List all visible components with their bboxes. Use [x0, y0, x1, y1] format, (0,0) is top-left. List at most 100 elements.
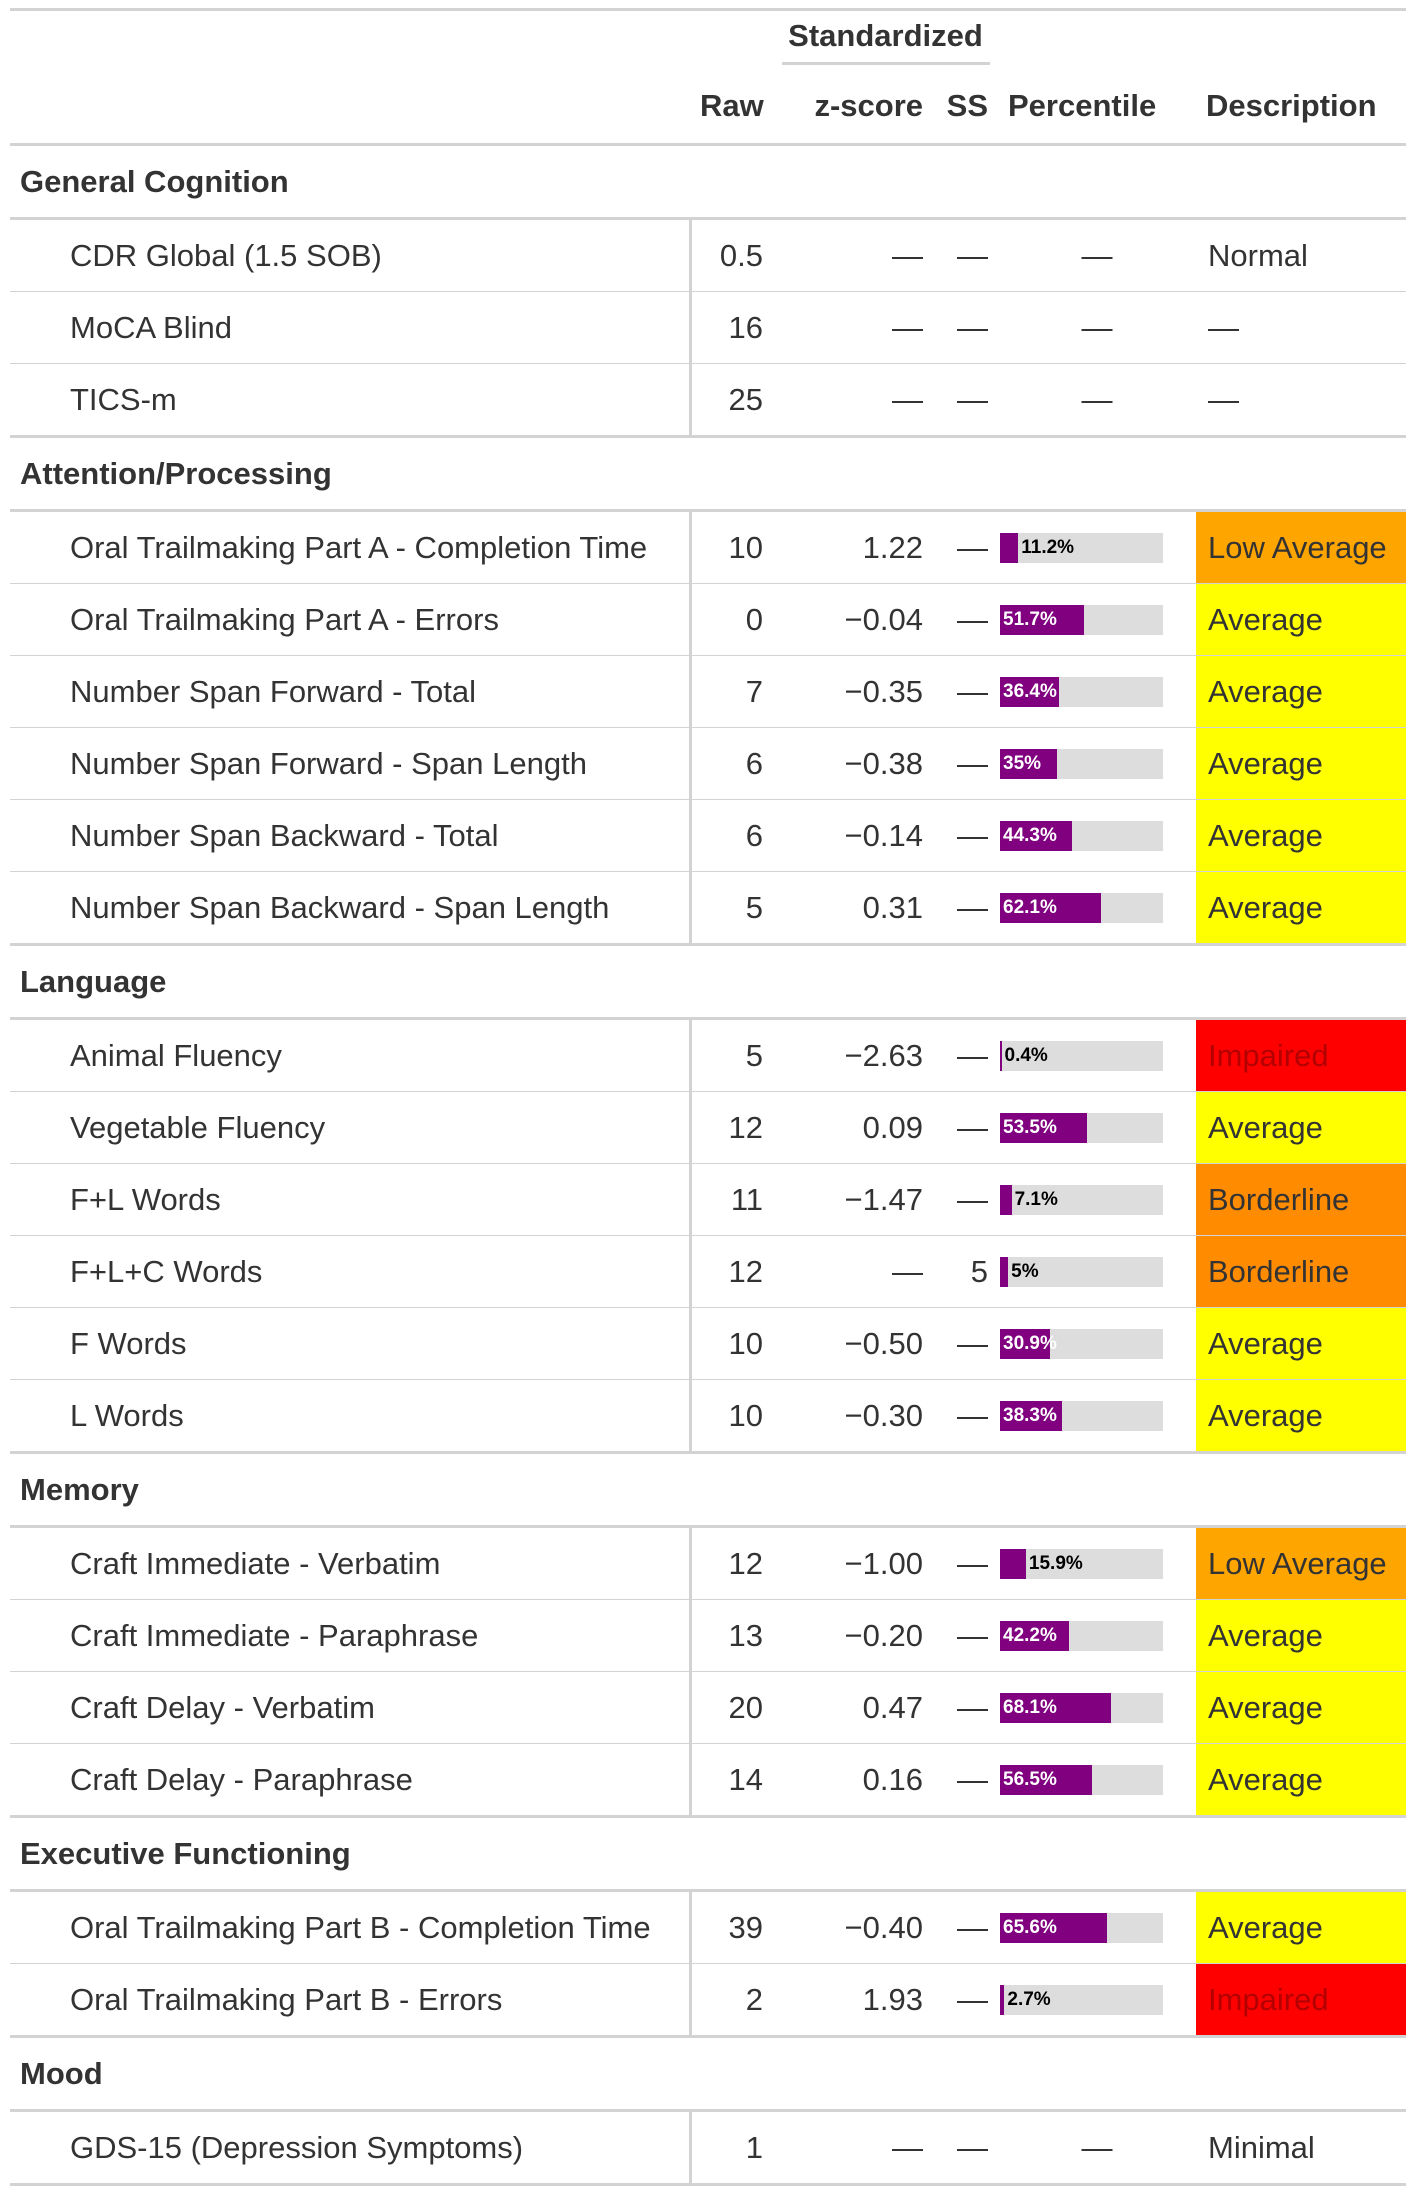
percentile-bar-label: 0.4%	[1004, 1044, 1048, 1066]
header-spacer	[10, 8, 773, 69]
raw-score-cell: 6	[690, 727, 773, 800]
percentile-bar-fill	[1000, 892, 1102, 923]
table-header: Standardized Raw z-score SS Percentile D…	[10, 8, 1406, 146]
zscore-cell: —	[773, 218, 933, 292]
description-cell: Average	[1196, 871, 1406, 946]
test-name-cell: CDR Global (1.5 SOB)	[10, 218, 692, 292]
percentile-bar-label: 11.2%	[1021, 536, 1075, 558]
header-spanner-row: Standardized	[10, 8, 1406, 69]
scaled-score-cell: —	[933, 1890, 998, 1964]
group-header-row: General Cognition	[10, 144, 1406, 220]
percentile-bar-fill	[1000, 1400, 1063, 1431]
percentile-bar-fill	[1000, 820, 1073, 851]
percentile-cell: 0.4%	[998, 1018, 1196, 1092]
scaled-score-cell: —	[933, 1163, 998, 1236]
percentile-bar-track: 2.7%	[1000, 1984, 1163, 2015]
table-row: Animal Fluency 5 −2.63— 0.4% Impaired	[10, 1018, 1406, 1092]
percentile-bar-fill	[1000, 1328, 1051, 1359]
test-name-cell: MoCA Blind	[10, 291, 692, 364]
description-cell: Average	[1196, 1671, 1406, 1744]
test-name-cell: Vegetable Fluency	[10, 1091, 692, 1164]
table-row: Craft Delay - Paraphrase 14 0.16—56.5% Aver…	[10, 1743, 1406, 1818]
table-row: F+L Words 11 −1.47— 7.1% Borderline	[10, 1163, 1406, 1236]
percentile-bar-label: 7.1%	[1014, 1188, 1058, 1210]
raw-score-cell: 13	[690, 1599, 773, 1672]
percentile-cell: —	[998, 363, 1196, 438]
results-table-container: Standardized Raw z-score SS Percentile D…	[10, 8, 1406, 2186]
percentile-bar-label: 68.1%	[1003, 1696, 1057, 1718]
percentile-bar-label: 15.9%	[1028, 1552, 1083, 1574]
zscore-cell: −1.47	[773, 1163, 933, 1236]
description-cell: Average	[1196, 655, 1406, 728]
percentile-bar-track: 15.9%	[1000, 1548, 1163, 1579]
test-name-cell: Oral Trailmaking Part B - Errors	[10, 1963, 692, 2038]
percentile-cell: —	[998, 291, 1196, 364]
raw-score-cell: 16	[690, 291, 773, 364]
raw-score-cell: 0.5	[690, 218, 773, 292]
percentile-cell: 51.7%	[998, 583, 1196, 656]
group-label: Language	[10, 944, 1406, 1020]
scaled-score-cell: —	[933, 291, 998, 364]
scaled-score-cell: —	[933, 1018, 998, 1092]
group-header-row: Memory	[10, 1452, 1406, 1528]
raw-score-cell: 10	[690, 510, 773, 584]
description-cell: Borderline	[1196, 1235, 1406, 1308]
scaled-score-cell: —	[933, 218, 998, 292]
group-header-row: Attention/Processing	[10, 436, 1406, 512]
scaled-score-cell: —	[933, 871, 998, 946]
table-row: Oral Trailmaking Part A - Completion Tim…	[10, 510, 1406, 584]
table-row: Craft Immediate - Paraphrase 13 −0.20—42.2…	[10, 1599, 1406, 1672]
scaled-score-cell: —	[933, 1743, 998, 1818]
test-name-cell: Craft Immediate - Paraphrase	[10, 1599, 692, 1672]
percentile-bar-fill	[1000, 1112, 1088, 1143]
standardized-label: Standardized	[781, 18, 990, 65]
raw-score-cell: 1	[690, 2110, 773, 2186]
table-row: Vegetable Fluency 12 0.09—53.5% Average	[10, 1091, 1406, 1164]
percentile-bar-fill	[1000, 676, 1060, 707]
test-name-cell: F+L Words	[10, 1163, 692, 1236]
percentile-bar-label: 30.9%	[1003, 1332, 1057, 1354]
table-row: F+L+C Words 12—5 5% Borderline	[10, 1235, 1406, 1308]
zscore-cell: —	[773, 291, 933, 364]
percentile-bar-fill	[1000, 748, 1058, 779]
table-row: Number Span Forward - Total 7 −0.35—36.4% A…	[10, 655, 1406, 728]
group-header-row: Mood	[10, 2036, 1406, 2112]
percentile-bar-fill	[1000, 1620, 1069, 1651]
description-cell: Borderline	[1196, 1163, 1406, 1236]
percentile-bar-label: 62.1%	[1003, 896, 1057, 918]
group-header-row: Language	[10, 944, 1406, 1020]
scaled-score-cell: —	[933, 1526, 998, 1600]
percentile-cell: —	[998, 2110, 1196, 2186]
scaled-score-cell: —	[933, 363, 998, 438]
description-cell: Average	[1196, 799, 1406, 872]
zscore-cell: −0.50	[773, 1307, 933, 1380]
percentile-bar-track: 5%	[1000, 1256, 1163, 1287]
test-name-cell: F Words	[10, 1307, 692, 1380]
percentile-bar-fill	[1000, 1040, 1002, 1071]
scaled-score-cell: —	[933, 1307, 998, 1380]
percentile-cell: 68.1%	[998, 1671, 1196, 1744]
table-row: TICS-m 25— — — —	[10, 363, 1406, 438]
percentile-bar-label: 56.5%	[1003, 1768, 1057, 1790]
scaled-score-cell: —	[933, 655, 998, 728]
percentile-bar-label: 44.3%	[1003, 824, 1057, 846]
zscore-cell: −2.63	[773, 1018, 933, 1092]
table-body: General Cognition CDR Global (1.5 SOB) 0.5…	[10, 144, 1406, 2186]
percentile-bar-label: 53.5%	[1003, 1116, 1057, 1138]
percentile-cell: 44.3%	[998, 799, 1196, 872]
percentile-bar-label: 42.2%	[1003, 1624, 1057, 1646]
table-row: CDR Global (1.5 SOB) 0.5— — — Normal	[10, 218, 1406, 292]
test-name-cell: Craft Delay - Verbatim	[10, 1671, 692, 1744]
description-cell: Impaired	[1196, 1963, 1406, 2038]
header-name	[10, 69, 690, 146]
description-cell: —	[1196, 291, 1406, 364]
percentile-cell: 42.2%	[998, 1599, 1196, 1672]
raw-score-cell: 20	[690, 1671, 773, 1744]
table-row: Number Span Backward - Total 6 −0.14—44.3%…	[10, 799, 1406, 872]
raw-score-cell: 14	[690, 1743, 773, 1818]
raw-score-cell: 12	[690, 1526, 773, 1600]
percentile-cell: 7.1%	[998, 1163, 1196, 1236]
table-row: Oral Trailmaking Part B - Errors 2 1.93— 2.…	[10, 1963, 1406, 2038]
test-name-cell: TICS-m	[10, 363, 692, 438]
description-cell: Normal	[1196, 218, 1406, 292]
